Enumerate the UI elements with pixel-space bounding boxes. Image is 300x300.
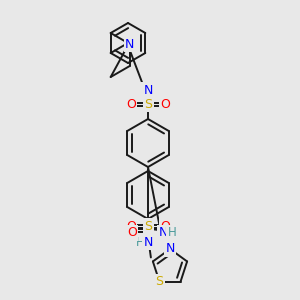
Text: H: H	[136, 236, 144, 248]
Text: S: S	[144, 220, 152, 232]
Text: S: S	[144, 98, 152, 110]
Text: N: N	[143, 83, 153, 97]
Text: N: N	[165, 242, 175, 256]
Text: O: O	[126, 98, 136, 110]
Text: N: N	[158, 226, 168, 239]
Text: O: O	[160, 220, 170, 232]
Text: O: O	[160, 98, 170, 110]
Text: N: N	[125, 38, 134, 50]
Bar	[138, 82, 158, 98]
Text: S: S	[155, 275, 164, 288]
Text: H: H	[168, 226, 176, 239]
Text: O: O	[126, 220, 136, 232]
Text: N: N	[143, 236, 153, 248]
Text: O: O	[127, 226, 137, 239]
